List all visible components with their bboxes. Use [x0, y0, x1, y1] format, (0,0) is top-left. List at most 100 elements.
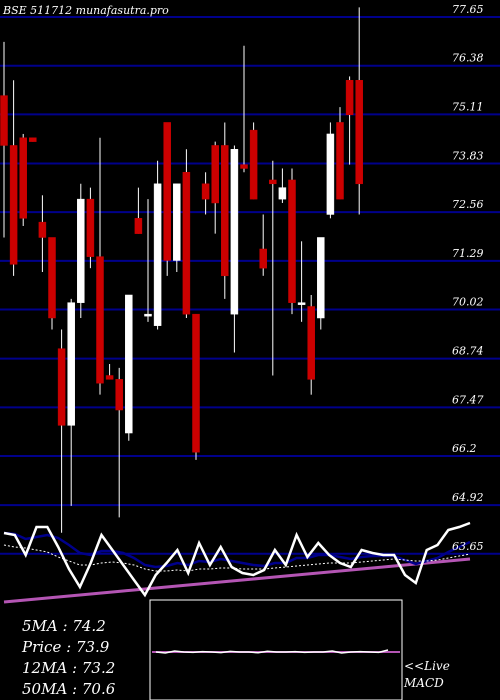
candle-body	[230, 149, 239, 315]
candle	[221, 122, 229, 299]
candle-body	[355, 80, 363, 185]
candle	[307, 294, 315, 395]
candle-body	[240, 164, 248, 169]
candle-body	[288, 179, 296, 303]
candle	[19, 133, 27, 226]
candle-body	[221, 145, 229, 277]
candle-body	[144, 313, 152, 317]
candle-body	[336, 122, 344, 200]
y-tick-label: 75.11	[452, 100, 484, 113]
inset-frame	[149, 599, 403, 700]
y-tick-label: 64.92	[452, 491, 484, 504]
macd-inset	[149, 599, 403, 700]
candle-body	[38, 221, 47, 238]
inset-macd-line	[155, 649, 389, 654]
candle	[125, 294, 133, 441]
candle	[57, 329, 66, 533]
candle	[317, 237, 325, 330]
candle	[115, 367, 123, 518]
candle	[67, 298, 75, 506]
y-axis-ticks: 77.65 76.38 75.11 73.83 72.56 71.29 70.02 68.74…	[452, 3, 484, 553]
candle	[86, 187, 95, 269]
candle-body	[297, 302, 306, 305]
candle-body	[163, 122, 171, 261]
y-tick-label: 63.65	[452, 540, 484, 553]
y-tick-label: 71.29	[452, 247, 484, 260]
live-macd-label-line2: MACD	[403, 676, 444, 690]
candle-body	[249, 129, 258, 200]
candle-body	[57, 348, 66, 426]
y-tick-label: 67.47	[452, 393, 484, 406]
candle	[134, 187, 143, 234]
candle	[77, 183, 85, 318]
candle	[192, 313, 200, 460]
macd-line	[3, 521, 471, 598]
candle	[259, 214, 267, 276]
trend-line	[3, 544, 471, 572]
candle	[269, 160, 277, 376]
stat-5ma: 5MA : 74.2	[22, 617, 106, 635]
candle	[182, 149, 191, 318]
candle	[288, 168, 296, 315]
y-tick-label: 73.83	[452, 149, 484, 162]
candle-body	[153, 183, 162, 326]
live-macd-label-line1: <<Live	[404, 659, 450, 673]
stats-block: 5MA : 74.2 Price : 73.9 12MA : 73.2 50MA…	[21, 617, 116, 698]
candle-body	[19, 137, 27, 219]
candle-body	[326, 133, 335, 215]
grid-lines	[0, 16, 500, 555]
candle-body	[105, 375, 114, 380]
candle	[29, 137, 37, 142]
candle-body	[77, 198, 85, 303]
y-tick-label: 72.56	[452, 198, 484, 211]
candle-body	[96, 256, 104, 384]
candle-body	[182, 172, 191, 315]
candle	[9, 80, 18, 276]
y-tick-label: 76.38	[452, 52, 484, 65]
candle-body	[307, 306, 315, 380]
stat-50ma: 50MA : 70.6	[22, 680, 116, 698]
candle	[105, 364, 114, 380]
candle	[278, 168, 287, 203]
candle	[211, 141, 219, 234]
candle-body	[201, 183, 210, 200]
candle	[48, 237, 56, 330]
candle-body	[259, 248, 267, 269]
candle	[173, 183, 181, 272]
candle	[297, 241, 306, 322]
candles	[0, 7, 363, 533]
candle	[355, 7, 363, 215]
candle	[230, 145, 239, 353]
candle-body	[67, 302, 75, 426]
stat-12ma: 12MA : 73.2	[22, 659, 115, 677]
candle-body	[86, 198, 95, 257]
candle	[249, 122, 258, 200]
stat-price: Price : 73.9	[21, 638, 110, 656]
candle-body	[29, 137, 37, 142]
ema-line	[3, 557, 471, 604]
candle	[96, 137, 104, 395]
candle-body	[345, 80, 354, 116]
candle-body	[134, 218, 143, 234]
candle	[336, 107, 344, 200]
candle-body	[317, 237, 325, 319]
candle	[163, 122, 171, 276]
candle-body	[125, 294, 133, 434]
candle-body	[0, 95, 8, 146]
candle-body	[211, 145, 219, 204]
candle	[240, 45, 248, 173]
candle-body	[269, 179, 277, 185]
candle	[144, 199, 152, 322]
y-tick-label: 68.74	[452, 345, 484, 358]
candle	[201, 172, 210, 215]
candle	[38, 195, 47, 272]
y-tick-label: 66.2	[452, 442, 477, 455]
candle-body	[48, 237, 56, 319]
candle	[0, 41, 8, 238]
candle-body	[192, 313, 200, 453]
candle	[326, 122, 335, 219]
candle-body	[115, 379, 123, 411]
candle	[153, 160, 162, 330]
y-tick-label: 77.65	[452, 3, 484, 16]
